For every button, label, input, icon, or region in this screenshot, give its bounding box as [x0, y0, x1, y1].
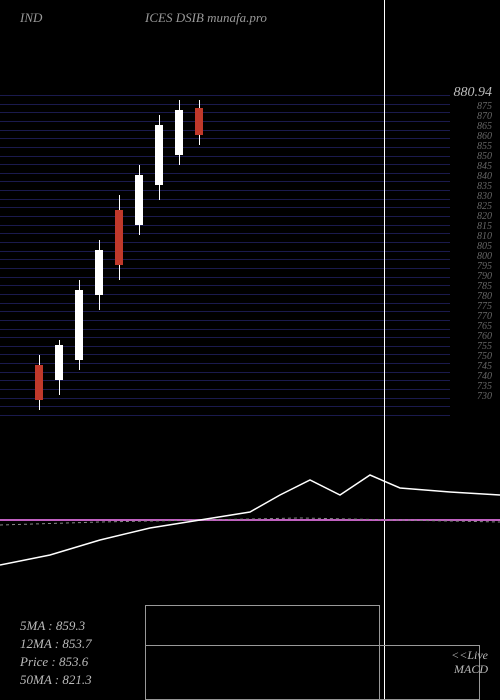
ma-box-lower: [145, 645, 480, 700]
price-tick-label: 730: [477, 393, 492, 401]
price-tick-label: 750: [477, 353, 492, 361]
candle: [155, 0, 163, 700]
price-tick-label: 745: [477, 363, 492, 371]
ma-value-12ma: 12MA : 853.7: [20, 636, 92, 652]
candle: [195, 0, 203, 700]
price-tick-label: 825: [477, 203, 492, 211]
price-tick-label: 780: [477, 293, 492, 301]
price-tick-label: 755: [477, 343, 492, 351]
price-tick-label: 860: [477, 133, 492, 141]
ma-value-5ma: 5MA : 859.3: [20, 618, 85, 634]
candle: [95, 0, 103, 700]
price-tick-label: 805: [477, 243, 492, 251]
price-grid: [0, 95, 450, 415]
price-tick-label: 845: [477, 163, 492, 171]
price-tick-label: 790: [477, 273, 492, 281]
cursor-line: [384, 0, 385, 700]
chart-container: IND ICES DSIB munafa.pro 880.94 87587086…: [0, 0, 500, 700]
ma-value-price: Price : 853.6: [20, 654, 88, 670]
price-tick-label: 775: [477, 303, 492, 311]
price-tick-label: 830: [477, 193, 492, 201]
price-tick-label: 770: [477, 313, 492, 321]
ma-value-50ma: 50MA : 821.3: [20, 672, 92, 688]
price-tick-label: 865: [477, 123, 492, 131]
price-tick-label: 850: [477, 153, 492, 161]
price-tick-label: 875: [477, 103, 492, 111]
price-tick-label: 765: [477, 323, 492, 331]
header-center: ICES DSIB munafa.pro: [145, 10, 267, 26]
price-tick-label: 815: [477, 223, 492, 231]
price-tick-label: 835: [477, 183, 492, 191]
candle: [115, 0, 123, 700]
price-tick-label: 810: [477, 233, 492, 241]
price-tick-label: 855: [477, 143, 492, 151]
candle: [35, 0, 43, 700]
price-tick-label: 840: [477, 173, 492, 181]
price-tick-label: 735: [477, 383, 492, 391]
candle: [75, 0, 83, 700]
macd-live-label: <<Live: [451, 648, 488, 663]
price-tick-label: 795: [477, 263, 492, 271]
candle: [55, 0, 63, 700]
price-tick-label: 820: [477, 213, 492, 221]
price-tick-label: 740: [477, 373, 492, 381]
macd-label: MACD: [454, 662, 488, 677]
price-tick-label: 870: [477, 113, 492, 121]
price-tick-label: 800: [477, 253, 492, 261]
candle: [135, 0, 143, 700]
price-tick-label: 760: [477, 333, 492, 341]
top-price-label: 880.94: [454, 85, 493, 101]
price-tick-label: 785: [477, 283, 492, 291]
candle: [175, 0, 183, 700]
